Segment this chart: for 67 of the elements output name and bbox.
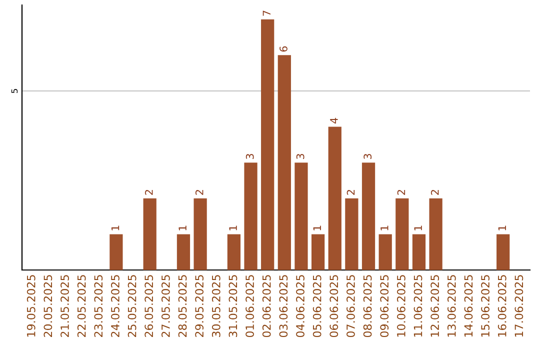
data-label: 4 [330,118,338,124]
bar [396,198,409,270]
x-tick-label: 04.06.2025 [296,275,304,338]
bar [311,234,325,270]
bar [244,162,258,270]
bar [412,234,426,270]
bar [227,234,241,270]
data-label: 1 [498,226,506,230]
data-label: 6 [280,46,288,52]
bar [294,162,308,270]
bar [143,198,156,270]
x-tick-label: 11.06.2025 [414,275,422,337]
y-tick-label: 5 [11,89,18,93]
data-label: 3 [246,154,254,159]
bar [194,198,207,270]
x-tick-label: 29.05.2025 [195,275,204,337]
data-label: 1 [229,226,237,230]
x-tick-label: 27.05.2025 [161,275,170,337]
bar [429,198,442,270]
x-tick-label: 14.06.2025 [464,275,473,337]
x-tick-label: 28.05.2025 [178,275,187,337]
data-label: 3 [296,154,304,159]
x-tick-label: 22.05.2025 [77,275,86,337]
x-tick-label: 17.06.2025 [514,275,524,337]
x-tick-label: 20.05.2025 [44,275,52,337]
x-tick-label: 24.05.2025 [111,275,120,337]
x-tick-label: 25.05.2025 [128,275,136,337]
bar [278,55,291,270]
x-tick-label: 06.06.2025 [330,275,338,338]
bar [328,126,342,270]
x-tick-label: 21.05.2025 [60,275,69,337]
x-tick-label: 30.05.2025 [212,275,220,337]
x-tick-label: 08.06.2025 [363,275,372,338]
x-tick-label: 12.06.2025 [430,275,440,337]
x-tick-label: 01.06.2025 [246,275,254,338]
data-label: 1 [414,226,422,230]
data-label: 2 [144,190,153,195]
bar [345,198,358,270]
data-label: 7 [262,10,270,16]
data-label: 1 [178,226,186,230]
bar [110,234,123,270]
data-label: 2 [346,190,355,195]
x-tick-label: 09.06.2025 [380,275,389,338]
x-tick-label: 19.05.2025 [26,275,36,337]
data-label: 1 [313,226,321,230]
bar [496,234,510,270]
data-label: 1 [380,226,388,230]
x-tick-label: 05.06.2025 [312,275,322,338]
data-label: 1 [111,226,120,230]
x-tick-label: 23.05.2025 [94,275,103,337]
x-tick-label: 13.06.2025 [447,275,456,337]
x-tick-label: 02.06.2025 [262,275,271,338]
x-tick-label: 15.06.2025 [481,275,490,337]
x-tick-label: 07.06.2025 [346,275,355,338]
bar [176,234,190,270]
data-label: 2 [195,190,204,195]
bar [362,162,376,270]
data-label: 3 [364,154,372,159]
x-tick-label: 26.05.2025 [144,275,154,337]
data-label: 2 [397,190,406,195]
x-tick-label: 16.06.2025 [498,275,506,337]
bar [378,234,392,270]
x-tick-label: 31.05.2025 [228,275,238,337]
x-tick-label: 03.06.2025 [279,275,288,338]
data-label: 2 [430,190,439,195]
x-tick-label: 10.06.2025 [396,275,406,337]
bar [261,19,274,270]
